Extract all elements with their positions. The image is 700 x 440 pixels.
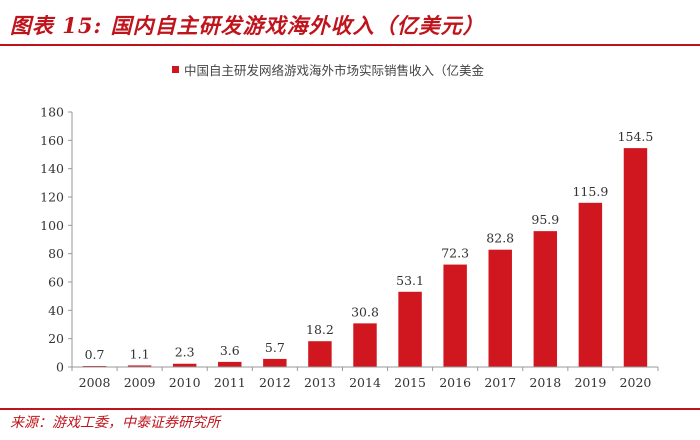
bar-2020 <box>623 148 648 367</box>
bar-2014 <box>353 323 377 367</box>
title-rule <box>0 44 700 46</box>
data-label: 3.6 <box>220 343 240 358</box>
bar-2010 <box>172 363 197 367</box>
x-tick-label: 2009 <box>124 375 156 390</box>
x-tick-label: 2010 <box>169 375 201 390</box>
data-label: 5.7 <box>265 340 285 355</box>
y-tick-label: 40 <box>48 303 64 318</box>
y-tick-label: 0 <box>56 360 64 375</box>
bar-2012 <box>263 358 287 367</box>
y-axis: 0 20 40 60 80 100 120 140 160 180 <box>40 105 73 375</box>
data-label: 2.3 <box>175 345 195 360</box>
x-tick-label: 2012 <box>259 375 291 390</box>
bar-2013 <box>308 341 332 367</box>
y-tick-label: 80 <box>48 246 64 261</box>
x-axis: 2008 2009 2010 2011 2012 2013 2014 2015 2016 2017… <box>71 366 659 390</box>
x-tick-label: 2011 <box>214 375 246 390</box>
bars: 0.7 1.1 2.3 3.6 5.7 18.2 30.8 53.1 72.3 82.8 95.9 1… <box>82 129 654 367</box>
source-rule <box>0 408 700 410</box>
bar-2018 <box>533 231 558 367</box>
x-tick-label: 2013 <box>304 375 336 390</box>
data-label: 82.8 <box>486 231 514 246</box>
data-label: 0.7 <box>85 347 105 362</box>
x-tick-label: 2008 <box>79 375 111 390</box>
x-tick-label: 2016 <box>439 375 471 390</box>
data-label: 154.5 <box>618 129 654 144</box>
data-label: 30.8 <box>351 304 379 319</box>
x-tick-label: 2018 <box>529 375 561 390</box>
bar-2009 <box>127 365 152 367</box>
data-label: 53.1 <box>396 273 424 288</box>
x-tick-label: 2015 <box>394 375 426 390</box>
x-tick-label: 2014 <box>349 375 381 390</box>
data-label: 115.9 <box>572 184 608 199</box>
chart-legend: 中国自主研发网络游戏海外市场实际销售收入（亿美金 <box>172 63 485 78</box>
data-label: 18.2 <box>306 322 334 337</box>
bar-2019 <box>578 202 603 367</box>
y-tick-label: 180 <box>40 105 64 120</box>
y-tick-label: 100 <box>40 218 64 233</box>
x-tick-label: 2020 <box>620 375 652 390</box>
y-tick-label: 160 <box>40 133 64 148</box>
x-tick-label: 2019 <box>574 375 606 390</box>
x-tick-label: 2017 <box>484 375 516 390</box>
legend-label: 中国自主研发网络游戏海外市场实际销售收入（亿美金 <box>184 63 485 78</box>
bar-2016 <box>443 264 467 367</box>
bar-2011 <box>218 361 242 367</box>
legend-swatch <box>172 66 179 73</box>
bar-2015 <box>398 291 422 367</box>
bar-2017 <box>488 249 512 367</box>
y-tick-label: 120 <box>40 190 64 205</box>
source-note: 来源：游戏工委，中泰证券研究所 <box>10 415 220 431</box>
y-tick-label: 60 <box>48 275 64 290</box>
figure-title: 图表 15: 国内自主研发游戏海外收入（亿美元） <box>10 13 485 38</box>
data-label: 1.1 <box>130 346 150 361</box>
y-tick-label: 140 <box>40 161 64 176</box>
data-label: 95.9 <box>531 212 559 227</box>
y-tick-label: 20 <box>48 331 64 346</box>
data-label: 72.3 <box>441 246 469 261</box>
